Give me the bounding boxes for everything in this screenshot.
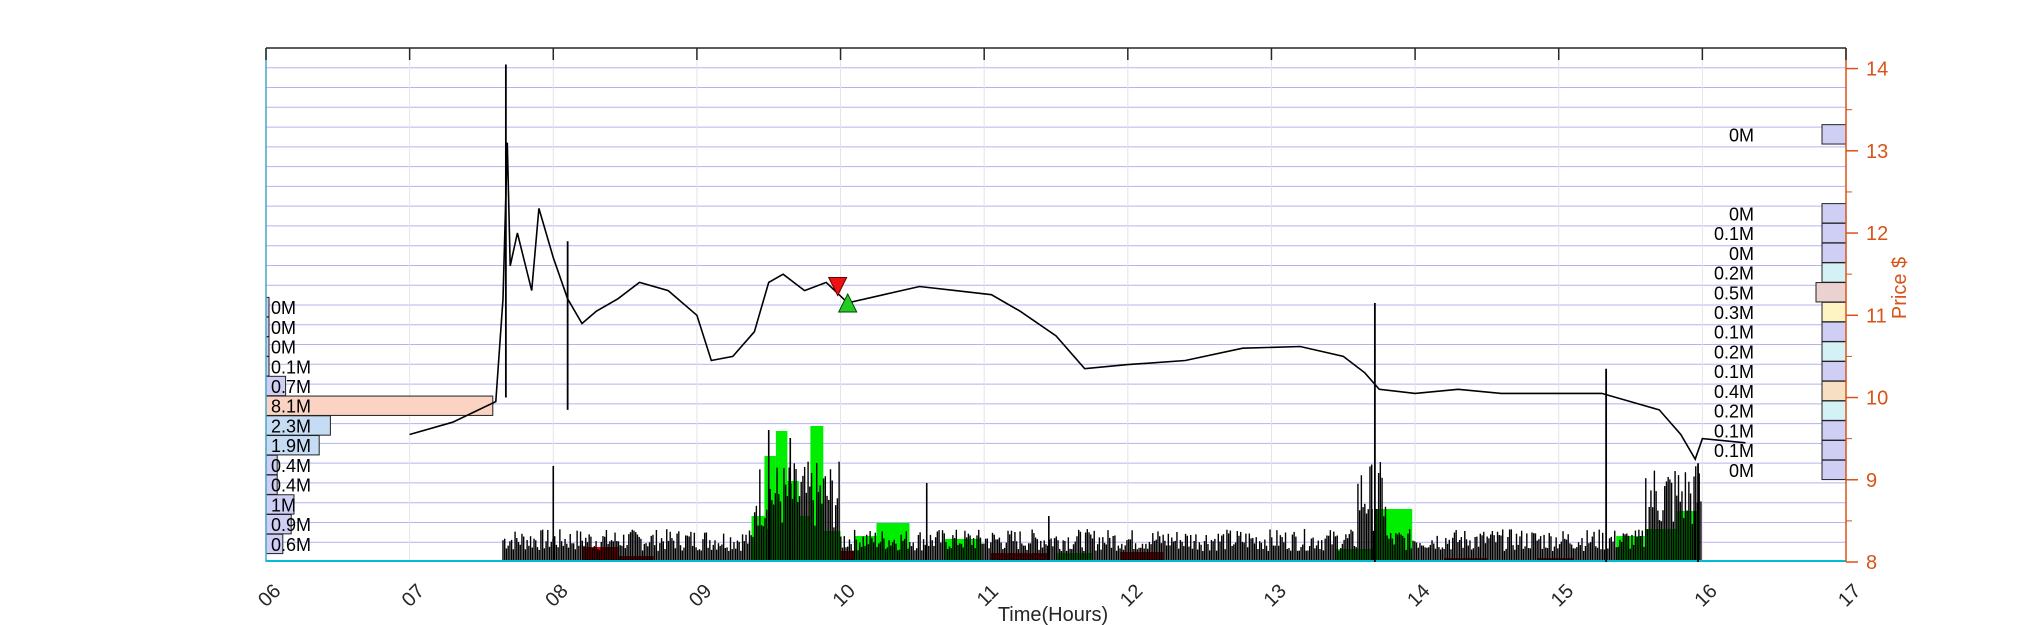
volume-profile-bar <box>1821 420 1847 441</box>
volume-profile-label: 0.6M <box>271 535 311 555</box>
volume-profile-bar <box>1815 282 1847 303</box>
volume-profile-label: 1M <box>271 495 296 515</box>
y-tick-label: 10 <box>1866 388 1888 410</box>
volume-profile-bar <box>1821 242 1847 263</box>
volume-profile-label: 0.4M <box>1714 382 1754 402</box>
volume-profile-label: 0M <box>1729 204 1754 224</box>
volume-profile-bar <box>1821 124 1847 145</box>
volume-profile-left: 0M0M0M0.1M0.7M8.1M2.3M1.9M0.4M0.4M1M0.9M… <box>265 296 494 555</box>
volume-profile-label: 0.9M <box>271 515 311 535</box>
volume-profile-label: 2.3M <box>271 416 311 436</box>
y-tick-label: 12 <box>1866 223 1888 245</box>
volume-profile-bar <box>1821 459 1847 481</box>
y-tick-label: 14 <box>1866 59 1888 81</box>
volume-bars <box>266 426 1846 562</box>
volume-profile-bar <box>1821 222 1847 244</box>
volume-bar-up <box>775 431 788 561</box>
volume-profile-bar <box>1821 301 1847 323</box>
volume-profile-label: 0.1M <box>1714 441 1754 461</box>
volume-profile-label: 0.1M <box>1714 224 1754 244</box>
volume-profile-bar <box>1821 361 1847 382</box>
volume-profile-label: 0M <box>1729 461 1754 481</box>
volume-profile-label: 0M <box>271 338 296 358</box>
volume-profile-right: 0M0M0.1M0M0.2M0.5M0.3M0.1M0.2M0.1M0.4M0.… <box>1714 124 1847 481</box>
y-tick-label: 9 <box>1866 470 1877 492</box>
sell-marker <box>827 276 848 297</box>
y-tick-label: 8 <box>1866 552 1877 574</box>
volume-profile-label: 0M <box>1729 244 1754 264</box>
trade-markers <box>827 276 858 313</box>
volume-profile-label: 0M <box>271 298 296 318</box>
volume-profile-label: 0.1M <box>271 357 311 377</box>
volume-profile-bar <box>1821 262 1847 283</box>
price-series <box>409 64 1746 562</box>
volume-profile-bar <box>1821 203 1847 224</box>
x-axis-label: Time(Hours) <box>998 604 1108 625</box>
volume-profile-label: 0.4M <box>271 456 311 476</box>
volume-profile-label: 0.1M <box>1714 323 1754 343</box>
volume-profile-bar <box>1821 400 1847 421</box>
volume-profile-label: 0.4M <box>271 476 311 496</box>
buy-marker <box>837 292 858 313</box>
volume-profile-label: 0.2M <box>1714 264 1754 284</box>
volume-profile-label: 0.7M <box>271 377 311 397</box>
volume-profile-label: 0M <box>271 318 296 338</box>
horizontal-grid <box>265 48 1847 562</box>
volume-profile-label: 8.1M <box>271 397 311 417</box>
volume-profile-bar <box>1821 380 1847 402</box>
volume-profile-bar <box>1821 341 1847 362</box>
price-line <box>409 142 1746 462</box>
volume-profile-label: 0.2M <box>1714 342 1754 362</box>
volume-bar-down <box>1537 558 1574 561</box>
y-tick-label: 11 <box>1866 305 1887 327</box>
volume-profile-label: 0.2M <box>1714 402 1754 422</box>
y-tick-label: 13 <box>1866 141 1888 163</box>
y-axis-label: Price $ <box>1889 257 1911 319</box>
volume-profile-label: 0M <box>1729 125 1754 145</box>
volume-profile-bar <box>1821 439 1847 461</box>
volume-profile-label: 0.1M <box>1714 421 1754 441</box>
volume-profile-label: 0.3M <box>1714 303 1754 323</box>
volume-profile-label: 1.9M <box>271 436 311 456</box>
volume-profile-label: 0.1M <box>1714 362 1754 382</box>
volume-profile-label: 0.5M <box>1714 283 1754 303</box>
volume-profile-bar <box>1821 321 1847 342</box>
